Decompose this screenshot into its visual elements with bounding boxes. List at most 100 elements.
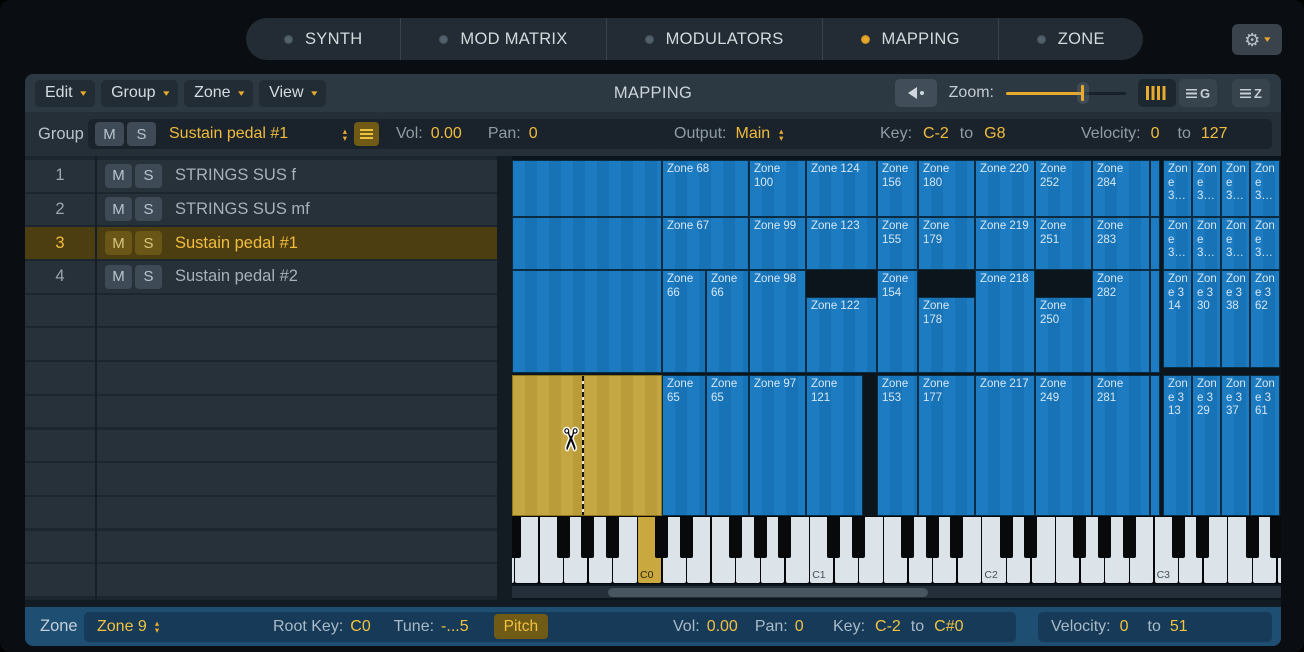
key-c#2[interactable] bbox=[999, 517, 1013, 558]
zone-252[interactable]: Zone 252 bbox=[1035, 160, 1092, 217]
zone-314[interactable]: Zone 314 bbox=[1163, 270, 1192, 368]
zone-3…[interactable]: Zone 3… bbox=[1221, 217, 1250, 270]
zone-282[interactable]: Zone 282 bbox=[1092, 270, 1150, 373]
key-g#-1[interactable] bbox=[581, 517, 595, 558]
key-low-value[interactable]: C-2 bbox=[923, 125, 949, 142]
pan-value[interactable]: 0 bbox=[794, 617, 804, 635]
vol-value[interactable]: 0.00 bbox=[706, 617, 738, 635]
velocity-high-value[interactable]: 51 bbox=[1169, 617, 1188, 635]
zone-66[interactable]: Zone 66 bbox=[662, 270, 706, 373]
zone-65[interactable]: Zone 65 bbox=[662, 375, 706, 516]
view-group-list-button[interactable]: G bbox=[1179, 79, 1217, 107]
key-f#1[interactable] bbox=[901, 517, 915, 558]
zone-98[interactable]: Zone 98 bbox=[749, 270, 806, 373]
zone-3…[interactable]: Zone 3… bbox=[1163, 160, 1192, 217]
zone-283[interactable]: Zone 283 bbox=[1092, 217, 1150, 270]
menu-view[interactable]: View ▾ bbox=[259, 79, 327, 107]
key-d#-1[interactable] bbox=[512, 517, 521, 558]
group-mute-button[interactable]: M bbox=[95, 122, 124, 146]
zone-3…[interactable]: Zone 3… bbox=[1192, 217, 1221, 270]
output-value[interactable]: Main bbox=[735, 125, 771, 142]
zone-153[interactable]: Zone 153 bbox=[877, 375, 918, 516]
zone-361[interactable]: Zone 361 bbox=[1250, 375, 1280, 516]
zone-284[interactable]: Zone 284 bbox=[1092, 160, 1150, 217]
key-d#3[interactable] bbox=[1196, 517, 1210, 558]
key-a#-1[interactable] bbox=[605, 517, 619, 558]
zone-249[interactable]: Zone 249 bbox=[1035, 375, 1092, 516]
zone-3…[interactable]: Zone 3… bbox=[1163, 217, 1192, 270]
zone-124[interactable]: Zone 124 bbox=[806, 160, 877, 217]
key-d#1[interactable] bbox=[851, 517, 865, 558]
zone-179[interactable]: Zone 179 bbox=[918, 217, 975, 270]
key-f#0[interactable] bbox=[728, 517, 742, 558]
zoom-slider[interactable] bbox=[1006, 82, 1126, 104]
zone-329[interactable]: Zone 329 bbox=[1192, 375, 1221, 516]
zone-122[interactable]: Zone 122 bbox=[806, 297, 877, 373]
key-d#0[interactable] bbox=[679, 517, 693, 558]
zone-362[interactable]: Zone 362 bbox=[1250, 270, 1280, 368]
solo-button[interactable]: S bbox=[135, 163, 162, 188]
zone-unlabeled[interactable] bbox=[512, 160, 662, 217]
group-solo-button[interactable]: S bbox=[127, 122, 156, 146]
solo-button[interactable]: S bbox=[135, 197, 162, 222]
key-high-value[interactable]: C#0 bbox=[934, 617, 964, 635]
zone-313[interactable]: Zone 313 bbox=[1163, 375, 1192, 516]
group-list-row-3[interactable]: 3 M S Sustain pedal #1 bbox=[25, 227, 497, 259]
zone-220[interactable]: Zone 220 bbox=[975, 160, 1035, 217]
group-selector-panel[interactable]: M S Sustain pedal #1 ▴ ▾ bbox=[88, 119, 386, 149]
zone-154[interactable]: Zone 154 bbox=[877, 270, 918, 373]
key-d#2[interactable] bbox=[1024, 517, 1038, 558]
tab-modulators[interactable]: MODULATORS bbox=[607, 18, 822, 60]
zone-281[interactable]: Zone 281 bbox=[1092, 375, 1150, 516]
mute-button[interactable]: M bbox=[105, 197, 132, 222]
key-b-1[interactable] bbox=[613, 517, 637, 583]
root-key-value[interactable]: C0 bbox=[350, 617, 371, 635]
preview-audio-button[interactable] bbox=[894, 79, 937, 107]
key-high-value[interactable]: G8 bbox=[984, 125, 1006, 142]
solo-button[interactable]: S bbox=[135, 264, 162, 289]
mute-button[interactable]: M bbox=[105, 264, 132, 289]
mute-button[interactable]: M bbox=[105, 163, 132, 188]
key-b0[interactable] bbox=[785, 517, 809, 583]
group-name-value[interactable]: Sustain pedal #1 bbox=[169, 125, 289, 142]
velocity-high-value[interactable]: 127 bbox=[1200, 125, 1228, 142]
key-a#0[interactable] bbox=[778, 517, 792, 558]
zone-177[interactable]: Zone 177 bbox=[918, 375, 975, 516]
key-g#0[interactable] bbox=[753, 517, 767, 558]
view-zone-list-button[interactable]: Z bbox=[1232, 79, 1270, 107]
key-e3[interactable] bbox=[1203, 517, 1227, 583]
zone-156[interactable]: Zone 156 bbox=[877, 160, 918, 217]
key-low-value[interactable]: C-2 bbox=[875, 617, 901, 635]
vol-value[interactable]: 0.00 bbox=[430, 125, 462, 142]
key-c#3[interactable] bbox=[1171, 517, 1185, 558]
zone-unlabeled[interactable] bbox=[1150, 160, 1160, 217]
solo-button[interactable]: S bbox=[135, 231, 162, 256]
velocity-low-value[interactable]: 0 bbox=[1119, 617, 1129, 635]
key-c#0[interactable] bbox=[655, 517, 669, 558]
zone-123[interactable]: Zone 123 bbox=[806, 217, 877, 270]
zone-unlabeled[interactable] bbox=[512, 270, 662, 373]
zone-67[interactable]: Zone 67 bbox=[662, 217, 749, 270]
view-keyboard-button[interactable] bbox=[1138, 79, 1176, 107]
zone-180[interactable]: Zone 180 bbox=[918, 160, 975, 217]
key-e1[interactable] bbox=[859, 517, 883, 583]
menu-edit[interactable]: Edit ▾ bbox=[35, 79, 96, 107]
key-f#2[interactable] bbox=[1073, 517, 1087, 558]
zone-155[interactable]: Zone 155 bbox=[877, 217, 918, 270]
zone-330[interactable]: Zone 330 bbox=[1192, 270, 1221, 368]
zone-250[interactable]: Zone 250 bbox=[1035, 297, 1092, 373]
group-list-row-4[interactable]: 4 M S Sustain pedal #2 bbox=[25, 261, 497, 293]
key-a#2[interactable] bbox=[1122, 517, 1136, 558]
zone-3…[interactable]: Zone 3… bbox=[1221, 160, 1250, 217]
zone-338[interactable]: Zone 338 bbox=[1221, 270, 1250, 368]
zone-unlabeled[interactable] bbox=[1150, 375, 1160, 516]
group-stepper[interactable]: ▴ ▾ bbox=[342, 125, 347, 143]
zone-unlabeled[interactable] bbox=[1150, 217, 1160, 270]
mute-button[interactable]: M bbox=[105, 231, 132, 256]
zone-3…[interactable]: Zone 3… bbox=[1192, 160, 1221, 217]
menu-zone[interactable]: Zone ▾ bbox=[184, 79, 254, 107]
tab-zone[interactable]: ZONE bbox=[999, 18, 1143, 60]
zone-97[interactable]: Zone 97 bbox=[749, 375, 806, 516]
zone-100[interactable]: Zone 100 bbox=[749, 160, 806, 217]
zone-99[interactable]: Zone 99 bbox=[749, 217, 806, 270]
